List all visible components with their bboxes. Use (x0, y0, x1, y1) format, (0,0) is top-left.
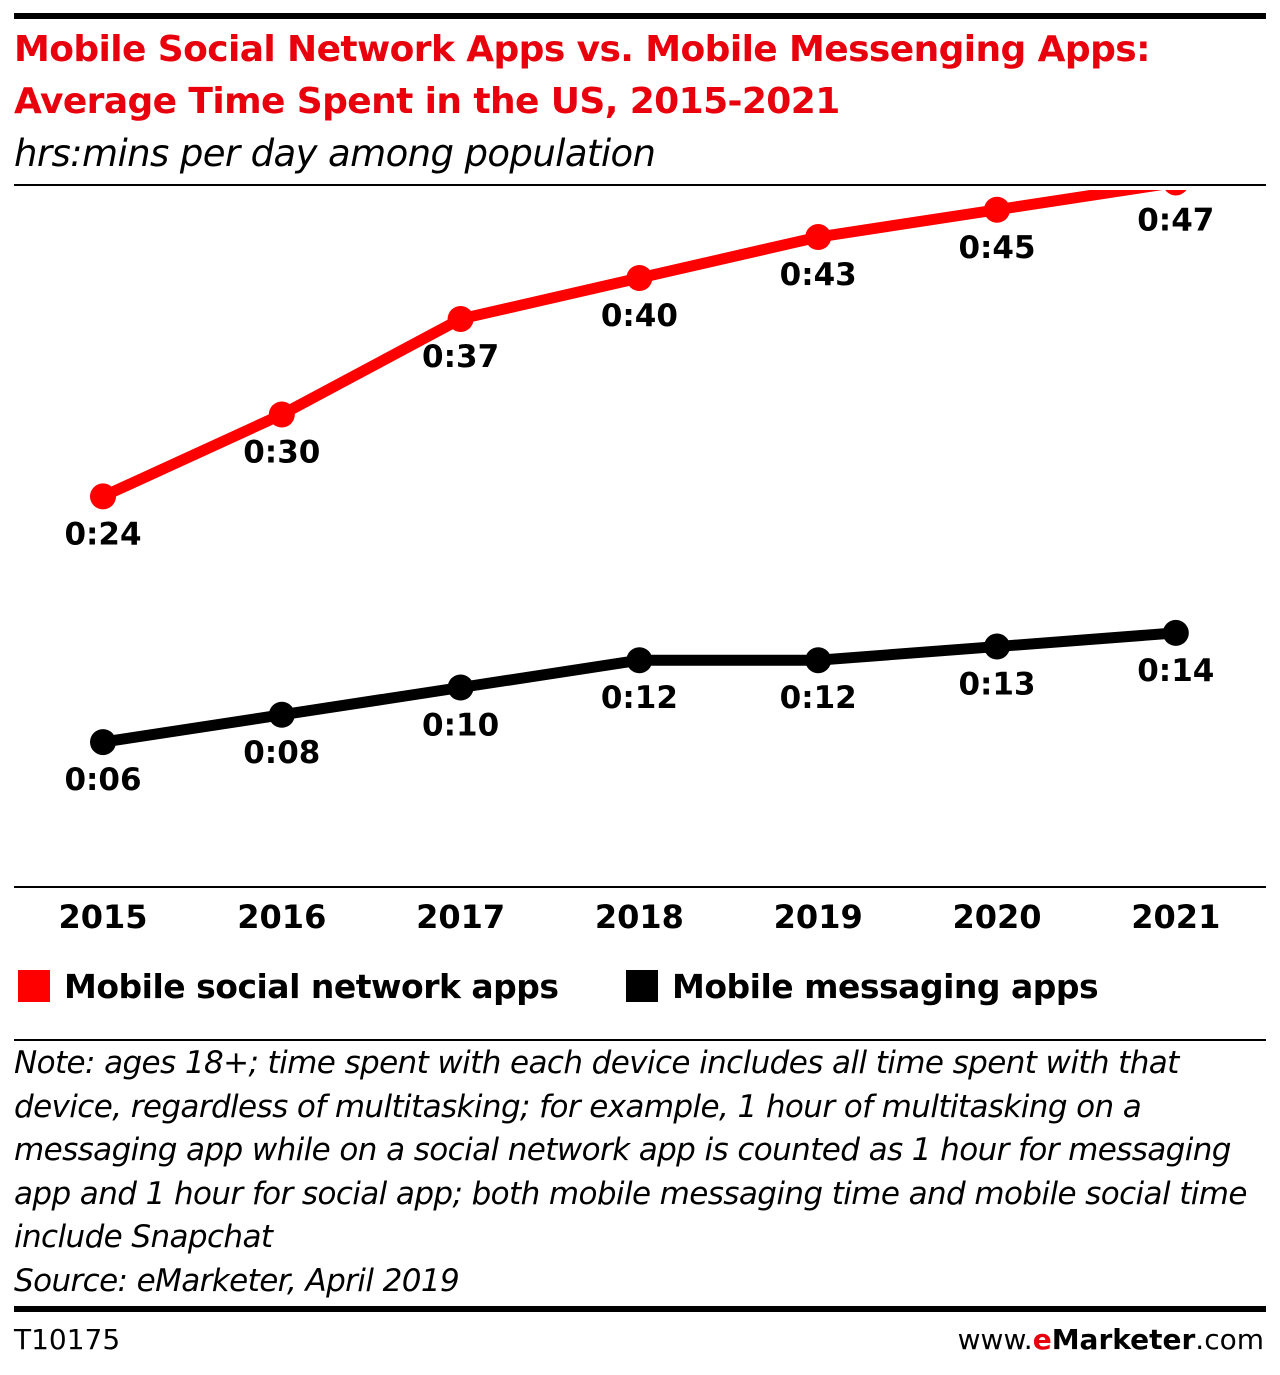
x-axis-line (14, 886, 1266, 888)
chart-subtitle: hrs:mins per day among population (14, 132, 656, 175)
x-tick-label-2021: 2021 (1131, 898, 1220, 936)
data-point-messaging-2016 (268, 701, 295, 728)
x-tick-label-2020: 2020 (952, 898, 1041, 936)
x-tick-label-2019: 2019 (774, 898, 863, 936)
brand-e: e (1032, 1323, 1052, 1356)
brand-suffix: .com (1195, 1323, 1264, 1356)
legend-label-social: Mobile social network apps (64, 966, 559, 1006)
data-point-social-2015 (90, 483, 116, 510)
x-tick-label-2018: 2018 (595, 898, 684, 936)
legend-label-messaging: Mobile messaging apps (672, 966, 1099, 1006)
data-point-messaging-2020 (984, 633, 1010, 660)
note-text: Note: ages 18+; time spent with each dev… (14, 1045, 1247, 1255)
legend-swatch-messaging (626, 970, 658, 1002)
data-point-social-2017 (447, 305, 474, 332)
data-label-messaging-2015: 0:06 (64, 762, 141, 798)
data-label-social-2017: 0:37 (422, 339, 499, 375)
x-tick-label-2017: 2017 (416, 898, 505, 936)
data-label-messaging-2016: 0:08 (243, 735, 320, 771)
source-text: Source: eMarketer, April 2019 (14, 1262, 460, 1299)
chart-title: Mobile Social Network Apps vs. Mobile Me… (14, 24, 1266, 128)
data-point-messaging-2019 (805, 647, 832, 674)
footer-rule (14, 1306, 1266, 1312)
data-label-social-2015: 0:24 (64, 516, 141, 552)
data-label-social-2021: 0:47 (1137, 202, 1214, 238)
chart-id: T10175 (14, 1323, 121, 1356)
data-label-messaging-2018: 0:12 (601, 680, 678, 716)
data-label-social-2020: 0:45 (958, 230, 1035, 266)
data-label-social-2018: 0:40 (601, 298, 678, 334)
subtitle-rule (14, 184, 1266, 186)
chart-title-line-2: Average Time Spent in the US, 2015-2021 (14, 81, 840, 122)
data-point-social-2016 (268, 401, 295, 428)
data-point-messaging-2021 (1162, 619, 1189, 646)
note-rule (14, 1039, 1266, 1041)
brand-prefix: www. (957, 1323, 1033, 1356)
legend-item-messaging: Mobile messaging apps (626, 964, 1099, 1008)
data-point-messaging-2015 (90, 729, 116, 756)
data-label-messaging-2020: 0:13 (958, 667, 1035, 703)
line-chart: 0:24 0:30 0:37 0:40 0:43 0:45 0:47 0:06 0:08 0:10… (58, 190, 1220, 936)
legend-swatch-social (18, 970, 50, 1002)
data-point-messaging-2017 (447, 674, 474, 701)
data-point-messaging-2018 (626, 647, 653, 674)
legend-item-social: Mobile social network apps (18, 964, 559, 1008)
x-tick-label-2016: 2016 (237, 898, 326, 936)
data-point-social-2019 (805, 224, 832, 251)
data-label-messaging-2019: 0:12 (780, 680, 857, 716)
data-point-social-2021 (1165, 190, 1187, 196)
chart-title-line-1: Mobile Social Network Apps vs. Mobile Me… (14, 29, 1150, 70)
chart-note: Note: ages 18+; time spent with each dev… (14, 1042, 1266, 1303)
brand-url[interactable]: www.eMarketer.com (958, 1320, 1264, 1360)
data-label-social-2019: 0:43 (780, 257, 857, 293)
data-point-social-2018 (626, 265, 653, 291)
data-label-social-2016: 0:30 (243, 435, 320, 471)
top-rule (14, 13, 1266, 19)
data-point-social-2020 (984, 196, 1010, 223)
brand-name: Marketer (1051, 1323, 1196, 1356)
data-label-messaging-2021: 0:14 (1137, 653, 1214, 689)
data-label-messaging-2017: 0:10 (422, 708, 499, 744)
x-tick-label-2015: 2015 (58, 898, 147, 936)
